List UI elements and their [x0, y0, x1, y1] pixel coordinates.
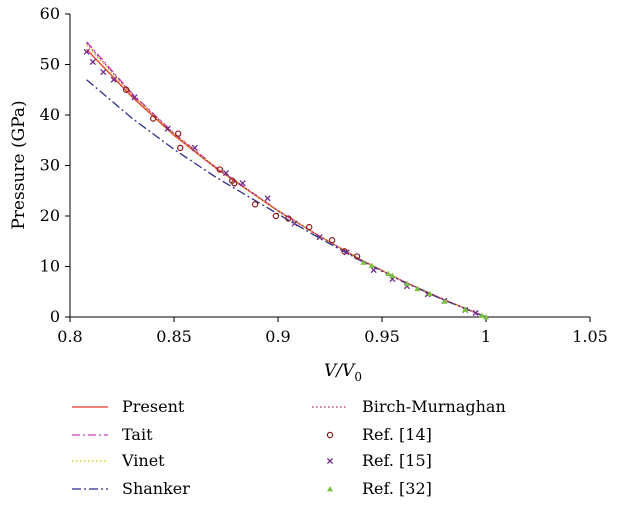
legend-item: Tait — [72, 425, 153, 444]
data-point — [122, 86, 130, 93]
data-point — [441, 298, 448, 304]
data-point — [483, 314, 489, 320]
data-point — [272, 212, 280, 220]
legend-label: Ref. [14] — [362, 425, 432, 444]
legend-item: Ref. [32] — [327, 479, 432, 498]
data-point — [414, 285, 421, 292]
data-point — [264, 195, 271, 202]
legend-label: Vinet — [121, 451, 165, 470]
data-point — [216, 166, 223, 173]
legend-item: Vinet — [72, 451, 165, 470]
data-point — [89, 58, 96, 66]
y-tick-label: 0 — [50, 307, 60, 326]
legend-item: Ref. [14] — [326, 425, 432, 444]
data-point — [251, 201, 259, 208]
data-point — [328, 237, 336, 244]
legend-item: Birch-Murnaghan — [312, 397, 506, 416]
legend-item: Shanker — [72, 479, 190, 498]
legend-item: Ref. [15] — [326, 451, 432, 470]
legend-label: Ref. [32] — [362, 479, 432, 498]
data-point — [316, 234, 323, 241]
legend-label: Present — [122, 397, 185, 416]
x-tick-label: 0.95 — [364, 327, 400, 346]
x-tick-label: 1.05 — [572, 327, 608, 346]
data-point — [131, 94, 138, 101]
x-tick-label: 0.8 — [57, 327, 82, 346]
data-point — [164, 125, 171, 132]
data-point — [231, 179, 238, 187]
y-tick-label: 10 — [40, 257, 60, 276]
data-point — [462, 306, 469, 312]
data-point — [353, 253, 361, 260]
legend: Present Tait Vinet Shanker Birch-Murnaghan Re… — [72, 397, 506, 498]
data-point — [368, 262, 375, 268]
series-line-tait — [86, 41, 487, 318]
y-tick-label: 30 — [40, 156, 60, 175]
data-point — [174, 130, 182, 137]
data-point — [239, 180, 246, 187]
series-line-present — [86, 48, 487, 318]
x-tick-label: 0.85 — [156, 327, 192, 346]
series-lines — [86, 41, 487, 318]
data-point — [83, 48, 90, 55]
legend-swatch — [327, 486, 333, 492]
data-point — [360, 259, 367, 265]
series-line-birch-murnaghan — [86, 42, 487, 318]
data-point — [403, 280, 410, 287]
legend-label: Tait — [122, 425, 153, 444]
data-point — [478, 312, 485, 318]
data-point — [110, 76, 117, 83]
y-tick-label: 40 — [40, 105, 60, 124]
series-line-vinet — [86, 44, 487, 318]
y-tick-label: 20 — [40, 206, 60, 225]
data-point — [100, 69, 107, 76]
data-point — [389, 272, 396, 278]
x-tick-label: 1 — [481, 327, 491, 346]
data-point — [426, 290, 433, 297]
legend-label: Shanker — [122, 479, 190, 498]
series-line-shanker — [86, 79, 487, 318]
x-axis-label-subscript: 0 — [354, 370, 362, 384]
x-tick-label: 0.9 — [265, 327, 290, 346]
series-markers — [83, 48, 489, 320]
data-point — [177, 144, 184, 152]
data-point — [285, 215, 292, 222]
y-tick-label: 60 — [40, 4, 60, 23]
data-point — [385, 270, 392, 276]
legend-swatch — [326, 431, 334, 439]
data-point — [343, 249, 350, 256]
data-point — [370, 266, 377, 274]
axes — [69, 14, 590, 318]
y-axis-label: Pressure (GPa) — [9, 100, 29, 229]
data-point — [291, 220, 298, 227]
data-point — [149, 115, 157, 122]
data-point — [306, 223, 313, 231]
x-axis-label: V/V0 — [324, 361, 362, 384]
tick-labels: 0.8 0.85 0.9 0.95 1 1.05 0 10 20 30 40 50 60 — [40, 4, 608, 346]
legend-swatch — [326, 457, 334, 465]
legend-label: Birch-Murnaghan — [362, 397, 506, 416]
data-point — [222, 170, 230, 177]
data-point — [472, 309, 479, 317]
data-point — [191, 144, 198, 151]
y-tick-label: 50 — [40, 55, 60, 74]
legend-item: Present — [72, 397, 185, 416]
x-axis-label-main: V/V — [324, 361, 356, 381]
legend-label: Ref. [15] — [362, 451, 432, 470]
